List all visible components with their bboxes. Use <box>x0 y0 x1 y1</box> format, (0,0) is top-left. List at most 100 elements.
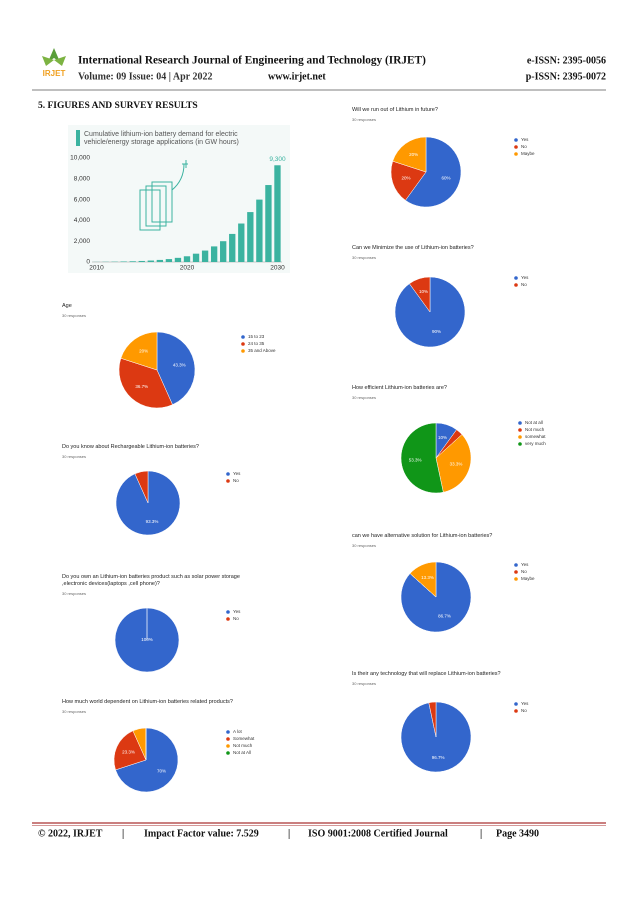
legend-label: No <box>521 144 527 149</box>
legend-label: Maybe <box>521 151 535 156</box>
legend-swatch <box>518 428 522 432</box>
question-title: How much world dependent on Lithium-ion … <box>62 699 233 705</box>
footer-separator: | <box>122 828 124 839</box>
bar <box>220 241 227 262</box>
question-title: How efficient Lithium-ion batteries are? <box>352 385 447 391</box>
legend-swatch <box>514 283 518 287</box>
slice-label: 20% <box>402 176 411 181</box>
bar <box>183 256 191 262</box>
y-tick-label: 4,000 <box>74 217 91 224</box>
pie-slice <box>120 331 158 371</box>
footer-separator: | <box>480 828 482 839</box>
question-title: Is their any technology that will replac… <box>352 671 501 677</box>
title-accent <box>76 130 80 146</box>
pie-slice <box>156 331 196 406</box>
pie-slice <box>115 727 179 793</box>
bar <box>120 261 127 262</box>
response-count: 30 responses <box>352 117 377 122</box>
legend-label: Maybe <box>521 576 535 581</box>
legend-swatch <box>518 421 522 425</box>
legend-swatch <box>241 342 245 346</box>
legend-label: Yes <box>521 275 529 280</box>
bar <box>165 259 173 262</box>
legend-label: Not much <box>233 743 253 748</box>
legend-swatch <box>241 349 245 353</box>
slice-label: 93.3% <box>146 519 159 524</box>
legend-swatch <box>514 709 518 713</box>
volume: Volume: 09 Issue: 04 | Apr 2022 <box>78 71 212 82</box>
y-tick-label: 0 <box>86 259 90 266</box>
legend-label: 24 to 35 <box>248 341 265 346</box>
pie-slice <box>428 701 437 738</box>
x-tick-label: 2010 <box>89 265 104 272</box>
data-label: 9,300 <box>269 156 286 163</box>
legend-label: very much <box>525 441 546 446</box>
response-count: 30 responses <box>62 709 87 714</box>
bar <box>274 165 281 262</box>
slice-label: 36.7% <box>135 384 148 389</box>
slice-label: 10% <box>438 435 447 440</box>
legend-swatch <box>226 617 230 621</box>
legend-label: somewhat <box>525 434 546 439</box>
pie-slice <box>118 357 173 409</box>
legend-label: Yes <box>233 609 241 614</box>
legend-swatch <box>514 152 518 156</box>
legend-label: No <box>521 569 527 574</box>
footer-copyright: © 2022, IRJET <box>38 828 103 839</box>
pie-slice <box>115 470 181 536</box>
response-count: 30 responses <box>62 454 87 459</box>
slice-label: 43.3% <box>173 362 186 367</box>
legend-swatch <box>514 276 518 280</box>
slice-label: 13.3% <box>421 575 434 580</box>
journal-name: International Research Journal of Engine… <box>78 55 426 67</box>
bar <box>129 261 136 262</box>
legend-swatch <box>514 570 518 574</box>
legend-label: No <box>521 282 527 287</box>
pie-slice <box>409 276 431 313</box>
slice-label: 60% <box>441 176 450 181</box>
logo: IRJET <box>42 48 66 78</box>
footer-iso: ISO 9001:2008 Certified Journal <box>308 828 448 839</box>
question-title: Age <box>62 303 72 309</box>
website: www.irjet.net <box>268 71 326 82</box>
bar <box>265 185 272 262</box>
response-count: 30 responses <box>352 543 377 548</box>
slice-label: 23.3% <box>122 749 135 754</box>
x-tick-label: 2020 <box>180 265 195 272</box>
logo-text: IRJET <box>43 69 66 78</box>
question-title: Do you own an Lithium-ion batteries prod… <box>62 574 240 587</box>
legend-swatch <box>518 442 522 446</box>
legend-swatch <box>514 702 518 706</box>
legend-swatch <box>514 563 518 567</box>
pie-slice <box>392 136 427 173</box>
legend-label: Yes <box>521 137 529 142</box>
question-title: Will we run out of Lithium in future? <box>352 107 438 113</box>
response-count: 30 responses <box>352 255 377 260</box>
bar <box>247 212 254 262</box>
legend-label: Yes <box>233 471 241 476</box>
response-count: 30 responses <box>62 591 87 596</box>
slice-label: 86.7% <box>438 613 451 618</box>
section-title: 5. FIGURES AND SURVEY RESULTS <box>38 101 198 111</box>
bar <box>174 257 182 262</box>
slice-label: 10% <box>419 289 428 294</box>
question-title: can we have alternative solution for Lit… <box>352 533 493 539</box>
pie-slice <box>435 434 472 493</box>
slice-label: 96.7% <box>432 755 445 760</box>
y-tick-label: 2,000 <box>74 238 91 245</box>
pie-slice <box>400 422 444 494</box>
y-tick-label: 8,000 <box>74 176 91 183</box>
legend-swatch <box>226 737 230 741</box>
pissn: p-ISSN: 2395-0072 <box>526 71 606 82</box>
bar <box>256 199 263 262</box>
legend-swatch <box>514 138 518 142</box>
legend-swatch <box>514 145 518 149</box>
pie-slice <box>113 730 147 771</box>
bar <box>201 250 209 262</box>
eissn: e-ISSN: 2395-0056 <box>527 55 606 66</box>
pie-slice <box>390 160 427 201</box>
legend-label: 35 and Above <box>248 348 276 353</box>
footer-separator: | <box>288 828 290 839</box>
